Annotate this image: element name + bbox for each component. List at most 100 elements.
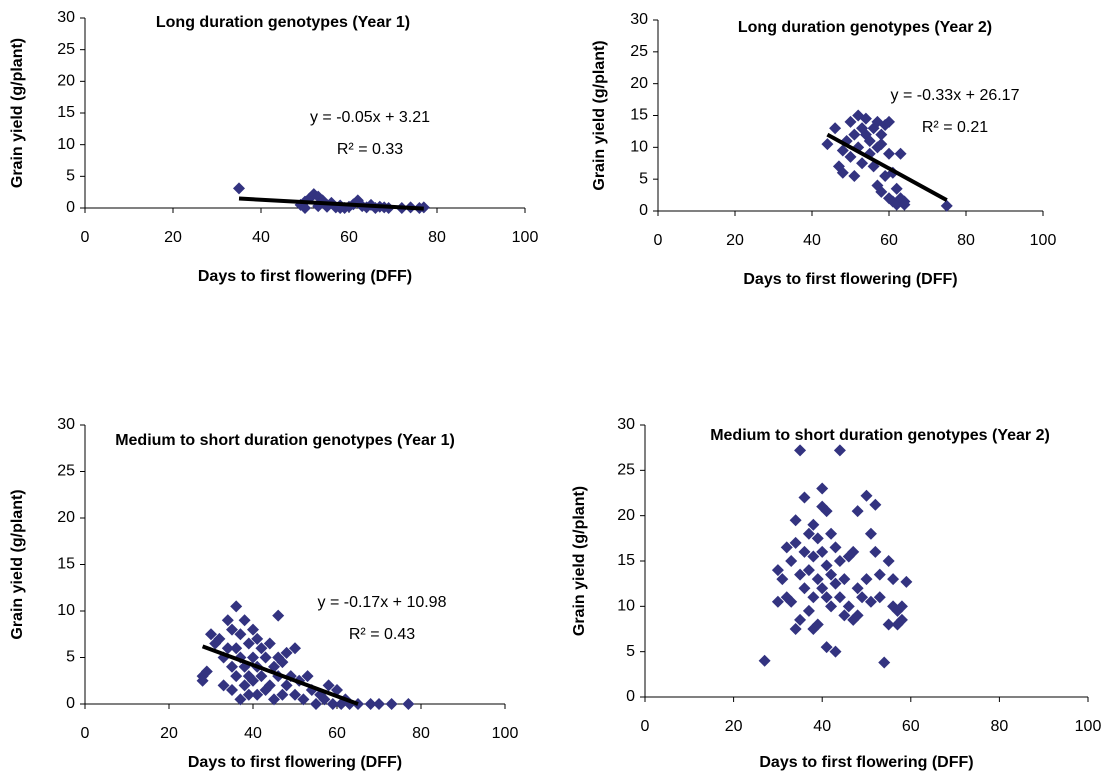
point <box>869 545 882 558</box>
point <box>233 182 245 195</box>
point <box>895 600 908 613</box>
point <box>221 642 234 655</box>
point <box>789 623 802 635</box>
point <box>255 642 268 655</box>
point <box>310 698 322 710</box>
x-tick-label: 80 <box>412 725 430 742</box>
point <box>940 199 953 212</box>
point <box>829 577 842 590</box>
point <box>838 573 851 586</box>
point <box>318 693 331 706</box>
point <box>900 575 913 588</box>
point <box>875 128 888 141</box>
x-tick-label: 0 <box>81 229 90 246</box>
point <box>205 628 217 641</box>
point <box>863 134 876 147</box>
point <box>299 202 311 214</box>
x-tick-label: 100 <box>492 725 519 742</box>
point <box>789 536 802 549</box>
point <box>213 632 226 645</box>
point <box>364 698 377 710</box>
point <box>226 623 238 636</box>
x-tick-label: 0 <box>654 232 663 249</box>
chart-title: Medium to short duration genotypes (Year… <box>710 427 1050 444</box>
point <box>811 573 824 586</box>
point <box>891 618 904 631</box>
point <box>226 684 238 697</box>
point <box>268 693 280 706</box>
point <box>829 645 842 658</box>
point <box>811 532 824 545</box>
point <box>842 600 855 613</box>
point <box>798 582 811 595</box>
point <box>289 642 301 655</box>
point <box>802 564 815 577</box>
point <box>322 679 335 692</box>
equation: y = -0.05x + 3.21 <box>310 109 430 126</box>
x-axis-label: Days to first flowering (DFF) <box>188 754 402 771</box>
point <box>238 614 251 627</box>
point <box>864 595 877 608</box>
point <box>856 591 869 604</box>
point <box>230 600 243 613</box>
x-tick-label: 0 <box>641 718 650 735</box>
point <box>196 674 209 687</box>
point <box>836 144 849 157</box>
point <box>297 693 310 706</box>
y-tick-label: 15 <box>617 552 635 569</box>
y-tick-label: 10 <box>617 598 635 615</box>
point <box>851 505 864 518</box>
point <box>238 679 251 692</box>
point <box>280 646 293 659</box>
point <box>798 545 811 558</box>
y-tick-label: 25 <box>630 43 648 60</box>
point <box>864 527 877 540</box>
chart-title: Medium to short duration genotypes (Year… <box>115 432 455 449</box>
point <box>875 138 888 151</box>
x-tick-label: 60 <box>328 725 346 742</box>
point <box>234 693 247 706</box>
point <box>890 182 903 195</box>
point <box>758 654 771 667</box>
point <box>221 614 234 627</box>
r-squared: R² = 0.43 <box>349 626 415 643</box>
point <box>385 698 398 710</box>
y-tick-label: 15 <box>57 104 75 121</box>
y-tick-label: 30 <box>57 9 75 26</box>
y-tick-label: 25 <box>617 462 635 479</box>
y-tick-label: 5 <box>639 170 648 187</box>
point <box>301 670 314 683</box>
point <box>771 595 784 608</box>
point <box>242 637 255 650</box>
point <box>882 555 895 567</box>
y-tick-label: 5 <box>626 643 635 660</box>
point <box>785 555 798 567</box>
y-tick-label: 0 <box>626 688 635 705</box>
point <box>247 651 259 664</box>
y-tick-label: 20 <box>57 73 75 90</box>
y-tick-label: 20 <box>617 507 635 524</box>
y-tick-label: 25 <box>57 41 75 58</box>
point <box>247 623 259 636</box>
point <box>816 545 829 558</box>
x-tick-label: 40 <box>803 232 821 249</box>
point <box>821 138 834 151</box>
point <box>820 591 833 604</box>
point <box>798 491 811 504</box>
x-tick-label: 80 <box>428 229 446 246</box>
point <box>851 582 864 595</box>
point <box>847 545 860 558</box>
point <box>785 595 798 608</box>
point <box>882 618 895 631</box>
point <box>230 642 243 655</box>
equation: y = -0.33x + 26.17 <box>891 87 1020 104</box>
point <box>807 518 820 531</box>
point <box>816 482 829 495</box>
x-tick-label: 40 <box>244 725 262 742</box>
x-tick-label: 20 <box>726 232 744 249</box>
point <box>816 582 829 595</box>
point <box>402 698 415 710</box>
point <box>373 698 385 710</box>
y-axis-label: Grain yield (g/plant) <box>9 489 26 639</box>
x-tick-label: 20 <box>160 725 178 742</box>
